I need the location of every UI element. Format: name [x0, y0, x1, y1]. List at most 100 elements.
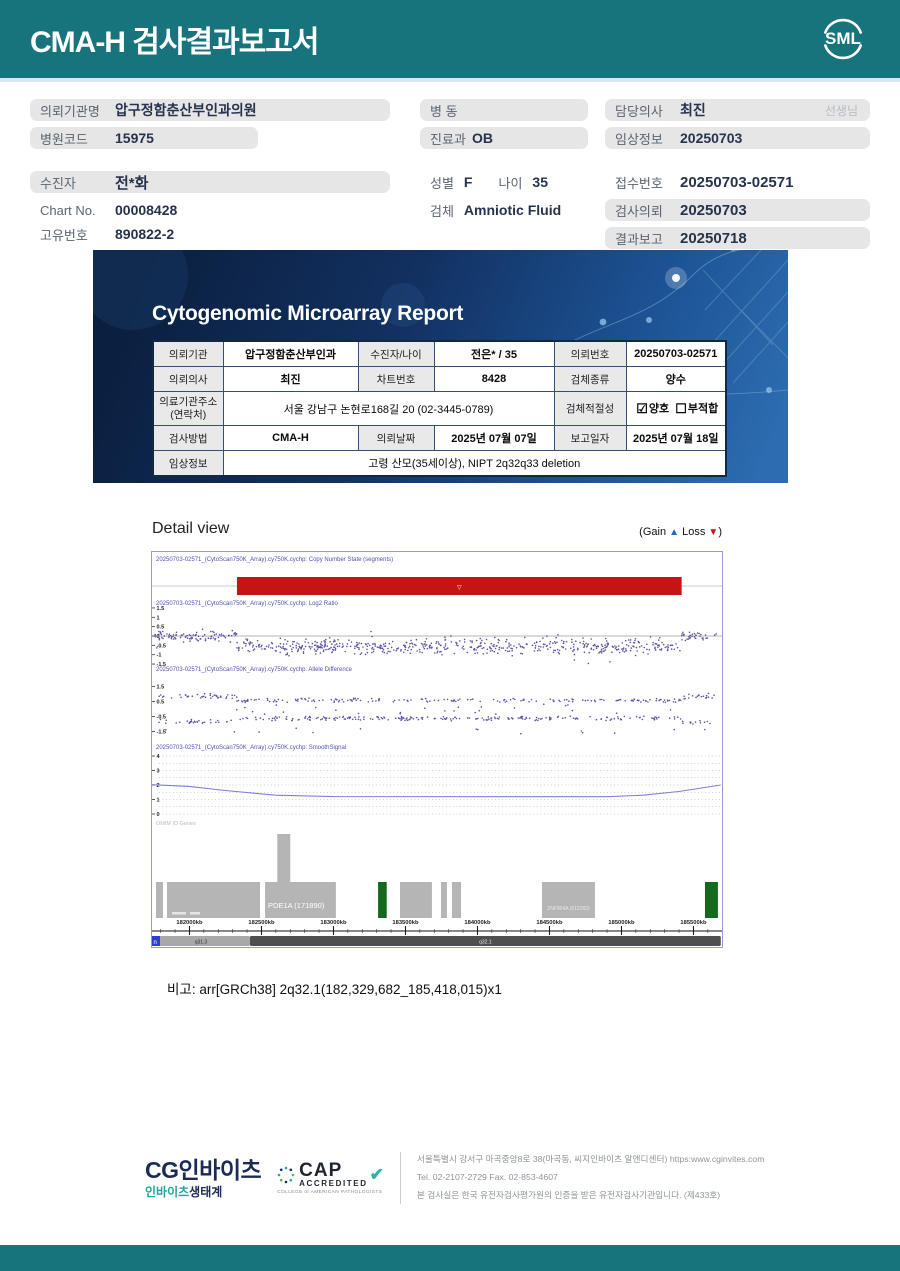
cell-value: 최진 — [222, 366, 359, 392]
svg-text:-1.5: -1.5 — [157, 730, 166, 736]
report-card-title: Cytogenomic Microarray Report — [152, 302, 464, 325]
gain-triangle-icon: ▲ — [669, 527, 680, 538]
svg-text:185000kb: 185000kb — [608, 920, 635, 926]
svg-text:0.5: 0.5 — [157, 700, 165, 706]
svg-text:-1: -1 — [157, 653, 162, 659]
svg-text:20250703-02571_(CytoScan750K_A: 20250703-02571_(CytoScan750K_Array).cy75… — [156, 557, 393, 563]
field-sex-age: 성별 F 나이 35 — [430, 174, 548, 191]
sml-logo-text: SML — [825, 29, 861, 48]
field-requesting-institution: 의뢰기관명 압구정함춘산부인과의원 — [30, 99, 390, 121]
cell-value: 압구정함춘산부인과 — [222, 340, 359, 367]
svg-text:-1.5: -1.5 — [157, 662, 166, 668]
cell-label: 수진자/나이 — [357, 340, 435, 367]
footer-address: 서울특별시 강서구 마곡중앙8로 38(마곡동, 씨지인바이츠 알앤디센터) h… — [416, 1154, 765, 1165]
svg-text:q32.1: q32.1 — [479, 940, 492, 946]
svg-text:0: 0 — [157, 634, 160, 640]
cell-label: 의뢰기관 — [152, 340, 224, 367]
cell-label: 의뢰날짜 — [357, 425, 435, 451]
footer-certification: 본 검사실은 한국 유전자검사평가원의 인증을 받은 유전자검사기관입니다. (… — [416, 1189, 721, 1200]
svg-text:1.5: 1.5 — [157, 606, 165, 612]
patient-info-col2: 병 동 진료과 OB 성별 F 나이 35 검체 Amniotic Fluid — [420, 99, 588, 227]
footer-telfax: Tel. 02-2107-2729 Fax. 02-853-4607 — [416, 1172, 558, 1183]
svg-text:3: 3 — [157, 769, 160, 775]
svg-text:▽: ▽ — [457, 585, 462, 591]
patient-info-col3: 담당의사 최진 선생님 임상정보 20250703 접수번호 20250703-… — [605, 99, 870, 255]
field-chart-no: Chart No. 00008428 — [40, 202, 178, 218]
svg-text:182500kb: 182500kb — [248, 920, 275, 926]
report-header: CMA-H 검사결과보고서 SML — [0, 0, 900, 78]
svg-text:20250703-02571_(CytoScan750K_A: 20250703-02571_(CytoScan750K_Array).cy75… — [156, 601, 338, 607]
cell-label: 임상정보 — [152, 450, 224, 477]
checked-checkbox-icon: ☑ — [636, 401, 648, 416]
footer: CG인바이츠 인바이츠생태계 CAP ACCREDITED ✔ COLLEGE … — [145, 1142, 764, 1214]
loss-triangle-icon: ▼ — [708, 527, 719, 538]
field-doctor: 담당의사 최진 선생님 — [605, 99, 870, 121]
cell-label: 검체적절성 — [553, 391, 627, 426]
remark-line: 비고: arr[GRCh38] 2q32.1(182,329,682_185,4… — [167, 982, 502, 997]
cell-label: 의료기관주소 (연락처) — [152, 391, 224, 426]
svg-text:4: 4 — [157, 754, 161, 760]
sml-logo-icon — [824, 18, 862, 60]
svg-text:0: 0 — [157, 812, 160, 818]
header-underline — [0, 78, 900, 82]
cell-label: 의뢰의사 — [152, 366, 224, 392]
svg-text:20250703-02571_(CytoScan750K_A: 20250703-02571_(CytoScan750K_Array).cy75… — [156, 745, 346, 751]
cell-value: 8428 — [433, 366, 555, 392]
genome-tracks-chart: 20250703-02571_(CytoScan750K_Array).cy75… — [151, 557, 722, 946]
cell-label: 차트번호 — [357, 366, 435, 392]
cap-emblem-icon — [277, 1166, 295, 1183]
field-clinical-info: 임상정보 20250703 — [605, 127, 870, 149]
cg-invites-logo: CG인바이츠 인바이츠생태계 — [145, 1157, 262, 1199]
svg-text:ZNF804A (612282): ZNF804A (612282) — [547, 906, 590, 912]
cell-label: 의뢰번호 — [553, 340, 627, 367]
gain-loss-legend: (Gain ▲ Loss ▼) — [639, 526, 722, 538]
field-result-report-date: 결과보고 20250718 — [605, 227, 870, 249]
svg-text:183500kb: 183500kb — [392, 920, 419, 926]
field-hospital-code: 병원코드 15975 — [30, 127, 258, 149]
patient-info-col1: 의뢰기관명 압구정함춘산부인과의원 병원코드 15975 수진자 전*화 Cha… — [30, 99, 390, 251]
unchecked-checkbox-icon: ☐ — [675, 401, 687, 416]
field-unique-no: 고유번호 890822-2 — [40, 226, 175, 243]
svg-text:-0.5: -0.5 — [157, 715, 166, 721]
svg-text:PDE1A (171890): PDE1A (171890) — [268, 901, 325, 910]
microarray-report-card: Cytogenomic Microarray Report 의뢰기관 압구정함춘… — [93, 250, 788, 483]
report-table: 의뢰기관 압구정함춘산부인과 수진자/나이 전은* / 35 의뢰번호 2025… — [152, 340, 727, 477]
svg-text:1: 1 — [157, 615, 160, 621]
field-department: 진료과 OB — [420, 127, 588, 149]
cell-clinical-info: 고령 산모(35세이상), NIPT 2q32q33 deletion — [222, 450, 727, 477]
cell-value: 20250703-02571 — [625, 340, 727, 367]
cell-label: 검체종류 — [553, 366, 627, 392]
detail-view-header: Detail view (Gain ▲ Loss ▼) — [152, 520, 722, 538]
sml-logo: SML — [816, 12, 870, 66]
page-title: CMA-H 검사결과보고서 — [30, 26, 320, 59]
cell-value-address: 서울 강남구 논현로168길 20 (02-3445-0789) — [222, 391, 555, 426]
cell-label: 보고일자 — [553, 425, 627, 451]
svg-text:183000kb: 183000kb — [320, 920, 347, 926]
field-ward: 병 동 — [420, 99, 588, 121]
bottom-accent-bar — [0, 1245, 900, 1271]
svg-text:OMIM ID Genes: OMIM ID Genes — [156, 821, 196, 827]
svg-text:1.5: 1.5 — [157, 685, 165, 691]
svg-text:2: 2 — [157, 783, 160, 789]
field-patient-name: 수진자 전*화 — [30, 171, 390, 193]
cell-value: 전은* / 35 — [433, 340, 555, 367]
cell-label: 검사방법 — [152, 425, 224, 451]
field-receipt-no: 접수번호 20250703-02571 — [615, 173, 794, 191]
cell-value: 양수 — [625, 366, 727, 392]
svg-text:n: n — [154, 940, 157, 946]
cap-checkmark-icon: ✔ — [369, 1164, 384, 1184]
svg-text:185500kb: 185500kb — [680, 920, 707, 926]
patient-info-section: 의뢰기관명 압구정함춘산부인과의원 병원코드 15975 수진자 전*화 Cha… — [0, 99, 900, 249]
svg-text:182000kb: 182000kb — [176, 920, 203, 926]
cell-value: 2025년 07월 18일 — [625, 425, 727, 451]
field-specimen: 검체 Amniotic Fluid — [430, 202, 562, 219]
footer-divider — [399, 1152, 401, 1204]
cell-value: 2025년 07월 07일 — [433, 425, 555, 451]
genome-browser-panel: 20250703-02571_(CytoScan750K_Array).cy75… — [151, 551, 723, 948]
svg-text:1: 1 — [157, 798, 160, 804]
cell-value: CMA-H — [222, 425, 359, 451]
cap-accredited-logo: CAP ACCREDITED ✔ COLLEGE of AMERICAN PAT… — [277, 1160, 384, 1195]
svg-text:-0.5: -0.5 — [157, 643, 166, 649]
svg-text:184500kb: 184500kb — [536, 920, 563, 926]
svg-text:184000kb: 184000kb — [464, 920, 491, 926]
